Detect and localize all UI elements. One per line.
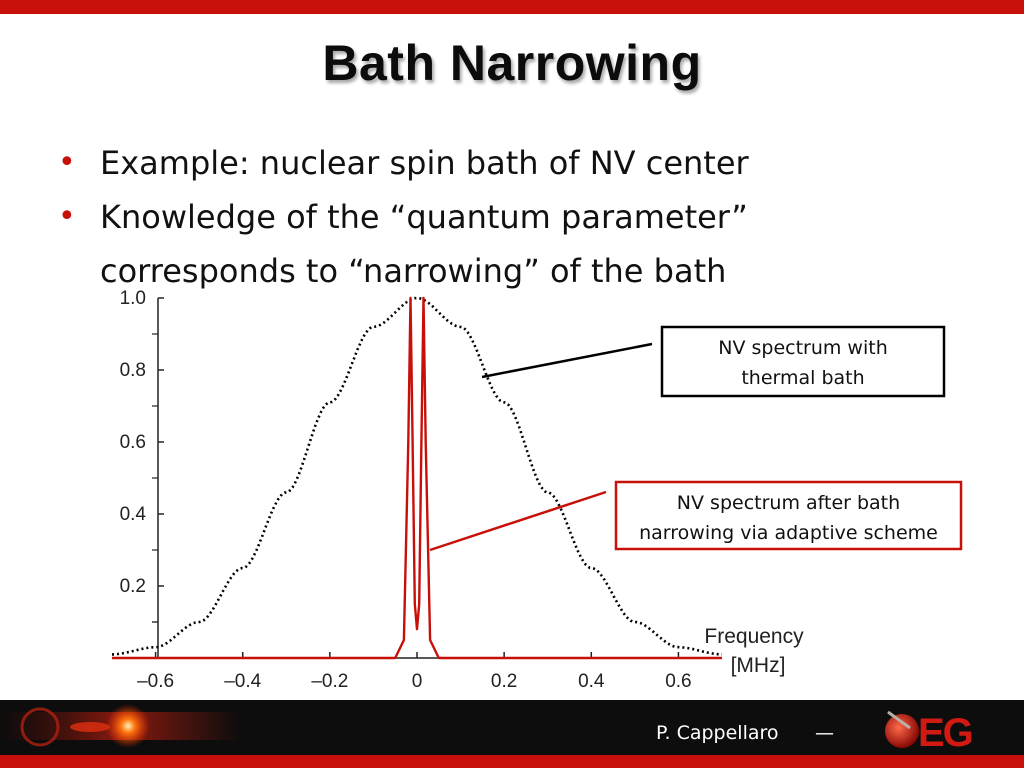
bullet-text: Example: nuclear spin bath of NV center <box>100 144 749 182</box>
x-tick-label: 0 <box>412 671 423 692</box>
bullet-text: Knowledge of the “quantum parameter” cor… <box>100 198 748 290</box>
x-axis-label-line: [MHz] <box>731 654 786 677</box>
bullet-item: • Example: nuclear spin bath of NV cente… <box>58 136 958 190</box>
y-tick-label: 0.4 <box>120 504 147 525</box>
bullet-dot-icon: • <box>58 145 76 180</box>
narrowed-spectrum-line <box>112 296 722 660</box>
thermal-callout-text: NV spectrum with <box>718 337 888 359</box>
x-tick-label: 0.6 <box>665 671 691 692</box>
bottom-accent-bar <box>0 755 1024 768</box>
footer-author: P. Cappellaro <box>656 722 779 744</box>
thermal-spectrum-line <box>112 296 722 656</box>
thermal-callout-box <box>660 325 946 398</box>
bullet-item: • Knowledge of the “quantum parameter” c… <box>58 190 958 298</box>
top-accent-bar <box>0 0 1024 14</box>
x-tick-label: –0.2 <box>311 671 348 692</box>
y-tick-label: 1.0 <box>120 288 146 309</box>
narrowed-callout-box <box>614 480 963 551</box>
spectrum-chart: 0.2 0.4 0.6 0.8 1.0 –0.6 –0.4 –0.2 0 0.2 0.4 0.6 Fre… <box>112 288 963 692</box>
narrowed-callout-line <box>429 490 607 552</box>
thermal-callout-line <box>481 342 653 379</box>
qeg-logo-icon <box>885 710 919 748</box>
narrowed-callout-text: NV spectrum after bath <box>677 492 900 514</box>
y-tick-label: 0.8 <box>120 360 146 381</box>
bullet-dot-icon: • <box>58 199 76 234</box>
x-tick-label: –0.6 <box>137 671 174 692</box>
footer-dash: — <box>815 722 834 744</box>
y-tick-label: 0.2 <box>120 576 146 597</box>
y-tick-label: 0.6 <box>120 432 146 453</box>
slide-title: Bath Narrowing <box>322 35 702 91</box>
x-axis-label: Frequency [MHz] <box>704 625 804 677</box>
bullet-list: • Example: nuclear spin bath of NV cente… <box>58 136 958 298</box>
footer-glow-image <box>0 704 240 748</box>
x-tick-label: 0.4 <box>578 671 605 692</box>
x-tick-label: –0.4 <box>224 671 261 692</box>
x-axis-label-line: Frequency <box>704 625 804 648</box>
narrowed-callout-text: narrowing via adaptive scheme <box>639 522 938 544</box>
x-tick-label: 0.2 <box>491 671 517 692</box>
thermal-callout-text: thermal bath <box>741 367 864 389</box>
logo-text: EG <box>918 711 974 755</box>
